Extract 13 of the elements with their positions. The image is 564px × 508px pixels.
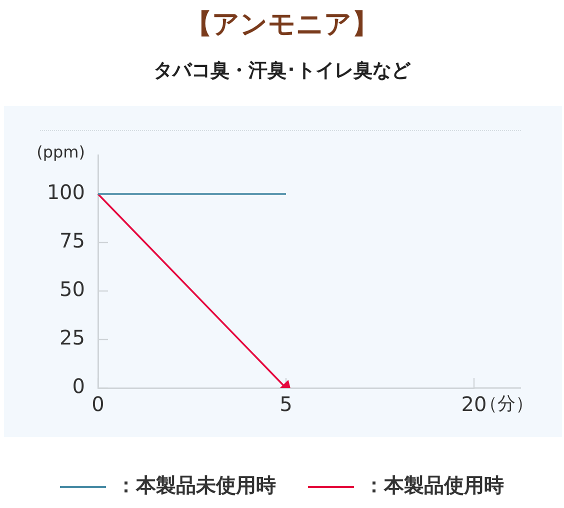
chart-title: 【アンモニア】	[185, 9, 379, 40]
chart-subtitle: タバコ臭・汗臭･トイレ臭など	[154, 60, 412, 82]
x-tick-label: 20	[461, 392, 487, 416]
y-tick-label: 100	[46, 180, 85, 204]
y-tick-label: 50	[60, 277, 85, 302]
x-tick-label: 0	[92, 392, 104, 416]
y-tick-label: 25	[60, 326, 85, 350]
y-tick-label: 0	[72, 374, 85, 398]
x-tick-label: 5	[280, 392, 292, 416]
y-axis-title: (ppm)	[36, 142, 85, 162]
legend-label: ：本製品使用時	[364, 473, 504, 498]
y-tick-label: 75	[60, 228, 85, 253]
legend-label: ：本製品未使用時	[116, 473, 276, 498]
